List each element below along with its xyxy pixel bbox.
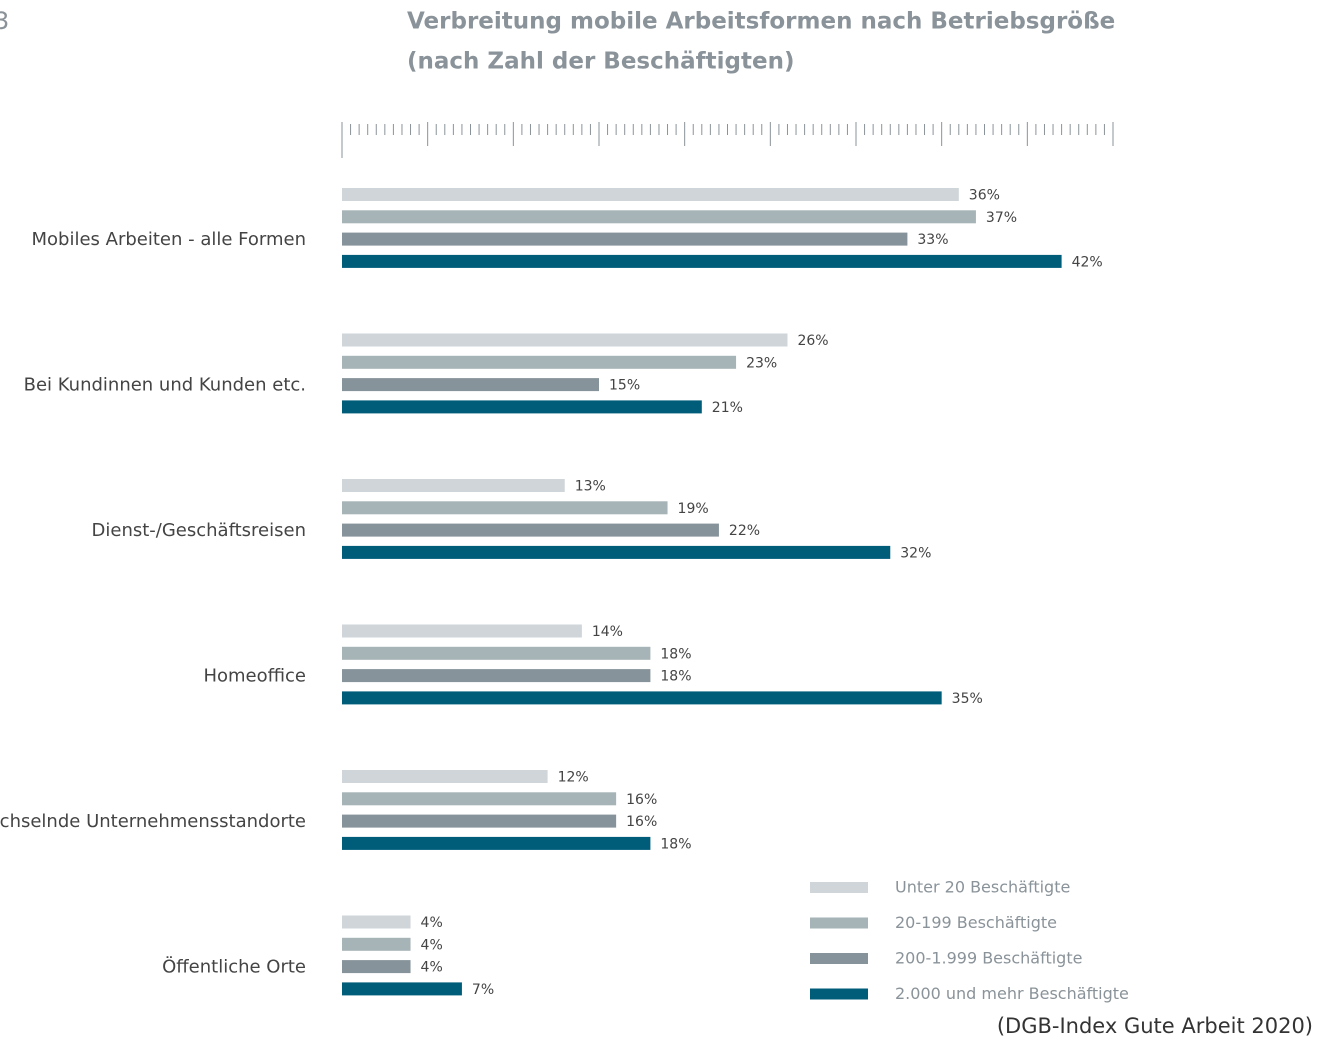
bar [342,691,942,705]
bar [342,915,411,929]
value-label: 19% [678,501,709,517]
bar [342,646,651,660]
value-label: 18% [660,836,691,852]
category-label: Öffentliche Orte [162,956,306,978]
bar [342,479,565,492]
value-label: 7% [472,982,494,998]
legend-swatch [810,882,868,893]
value-label: 14% [592,624,623,640]
legend-label: 2.000 und mehr Beschäftigte [895,984,1129,1003]
value-label: 21% [712,400,743,416]
legend-label: Unter 20 Beschäftigte [895,878,1070,897]
bar [342,814,617,828]
bar [342,400,702,414]
legend-label: 200-1.999 Beschäftigte [895,949,1082,968]
category-label: Homeoffice [203,666,306,687]
value-label: 26% [797,333,828,349]
bar [342,792,617,806]
bar [342,669,651,683]
value-label: 35% [952,691,983,707]
category-label: Mobiles Arbeiten - alle Formen [32,229,307,250]
chart-subtitle: (nach Zahl der Beschäftigten) [407,49,794,75]
category-label: Wechselnde Unternehmensstandorte [0,811,306,832]
legend-swatch [810,917,868,929]
bar [342,232,908,246]
bar [342,960,411,974]
value-label: 18% [660,646,691,662]
page-number: 3 [0,7,9,35]
bar [342,624,582,638]
value-label: 36% [969,188,1000,204]
bar [342,501,668,515]
source: (DGB-Index Gute Arbeit 2020) [997,1014,1313,1038]
value-label: 12% [558,770,589,786]
bar [342,254,1062,268]
chart-title: Verbreitung mobile Arbeitsformen nach Be… [407,9,1115,35]
legend-label: 20-199 Beschäftigte [895,913,1057,932]
bar [342,523,719,537]
bar [342,378,599,392]
value-label: 4% [421,960,443,976]
value-label: 33% [917,232,948,248]
value-label: 42% [1072,254,1103,270]
bar [342,836,651,850]
value-label: 22% [729,523,760,539]
value-label: 4% [421,937,443,953]
value-label: 16% [626,814,657,830]
value-label: 37% [986,210,1017,226]
bar [342,937,411,951]
bar [342,770,548,783]
value-label: 23% [746,355,777,371]
bar [342,188,959,201]
bar [342,355,737,369]
value-label: 18% [660,669,691,685]
bar [342,982,462,996]
value-label: 15% [609,378,640,394]
legend-swatch [810,988,868,1000]
category-label: Bei Kundinnen und Kunden etc. [24,375,306,396]
bar [342,210,976,224]
value-label: 32% [900,545,931,561]
legend-swatch [810,953,868,964]
bar [342,333,788,347]
bar [342,545,891,559]
value-label: 4% [421,915,443,931]
value-label: 13% [575,479,606,495]
value-label: 16% [626,792,657,808]
category-label: Dienst-/Geschäftsreisen [92,520,306,541]
